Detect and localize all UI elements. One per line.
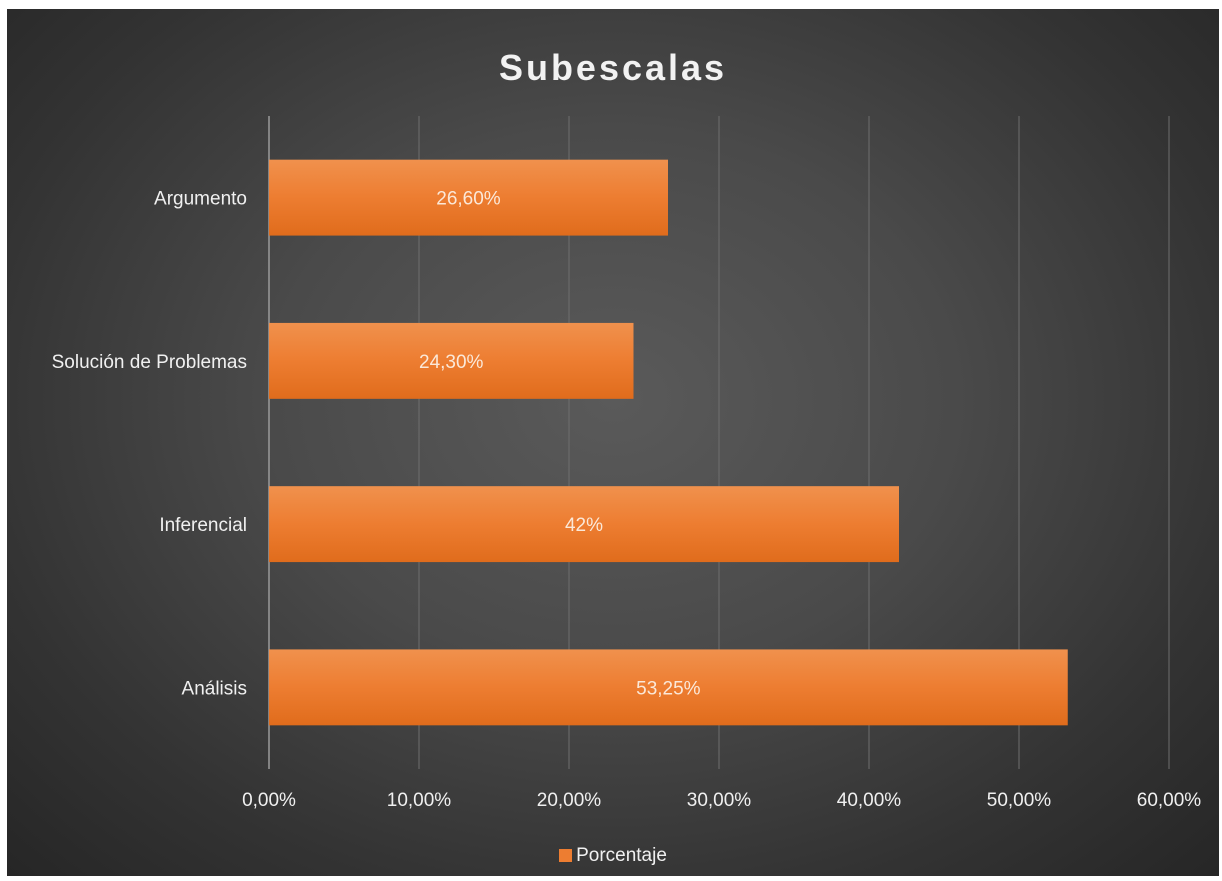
legend-label: Porcentaje — [576, 845, 667, 866]
category-label: Inferencial — [159, 515, 247, 536]
data-label: 42% — [565, 515, 603, 536]
category-label: Análisis — [182, 678, 247, 699]
x-tick-label: 40,00% — [837, 790, 902, 811]
chart-title: Subescalas — [498, 47, 728, 88]
bar — [269, 649, 1068, 726]
x-tick-label: 0,00% — [242, 790, 296, 811]
x-tick-label: 60,00% — [1137, 790, 1202, 811]
legend-swatch — [559, 849, 573, 862]
bar — [269, 159, 668, 236]
category-label: Solución de Problemas — [52, 352, 247, 373]
data-label: 24,30% — [419, 352, 484, 373]
plot-area: 0,00% 10,00% 20,00% 30,00% 40,00% 50,00% 60,00… — [52, 116, 1202, 811]
bar — [269, 322, 634, 399]
bar — [269, 486, 899, 563]
legend: Porcentaje — [7, 845, 1219, 867]
x-tick-label: 20,00% — [537, 790, 602, 811]
x-tick-label: 50,00% — [987, 790, 1052, 811]
x-tick-label: 30,00% — [687, 790, 752, 811]
x-tick-label: 10,00% — [387, 790, 452, 811]
data-label: 53,25% — [636, 678, 701, 699]
data-label: 26,60% — [436, 189, 501, 210]
category-label: Argumento — [154, 189, 247, 210]
chart-area: Subescalas 0,00% 10,00% 20,00% 30,00% 40,00%… — [7, 9, 1219, 876]
